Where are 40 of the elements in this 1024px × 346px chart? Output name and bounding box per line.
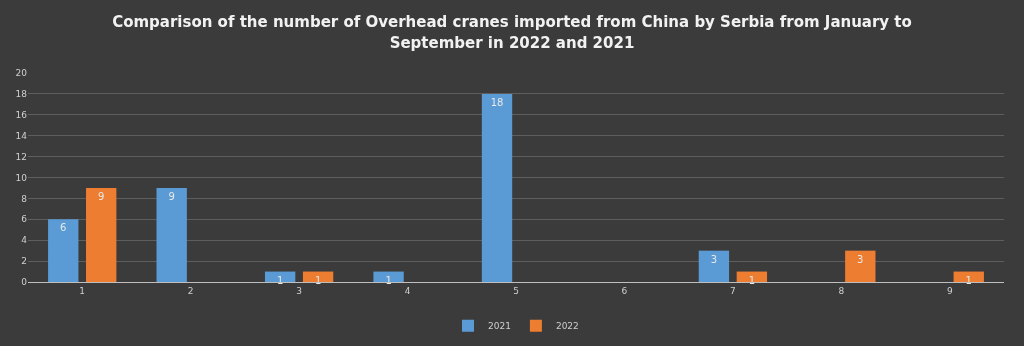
data-label: 9 <box>168 190 175 202</box>
legend-label: 2021 <box>488 321 511 332</box>
x-tick-label: 4 <box>404 285 411 296</box>
x-tick-label: 1 <box>79 285 86 296</box>
x-tick-label: 2 <box>187 285 194 296</box>
chart-title: Comparison of the number of Overhead cranes imported from China by Serbia from January to September in 2022 and 2021 <box>111 12 913 54</box>
legend-label: 2022 <box>555 321 579 332</box>
y-tick-label: 16 <box>15 109 28 120</box>
data-label: 3 <box>710 253 718 265</box>
bar <box>86 187 117 282</box>
data-label: 3 <box>857 253 864 265</box>
bar <box>48 219 79 282</box>
data-label: 6 <box>60 222 67 234</box>
bar <box>264 271 296 282</box>
data-label: 9 <box>98 190 105 202</box>
bar <box>845 250 876 282</box>
bar <box>481 93 513 282</box>
x-tick-label: 3 <box>296 285 302 296</box>
x-tick-label: 6 <box>621 285 628 296</box>
y-tick-label: 20 <box>15 68 28 79</box>
y-tick-label: 4 <box>21 235 28 246</box>
bar <box>698 250 730 282</box>
y-tick-label: 2 <box>21 256 27 267</box>
bar <box>373 271 404 282</box>
bar <box>302 271 334 282</box>
x-tick-label: 9 <box>946 285 953 296</box>
data-label: 18 <box>490 96 504 108</box>
y-tick-label: 18 <box>15 89 28 100</box>
bar <box>953 271 984 282</box>
y-tick-label: 0 <box>21 277 28 288</box>
x-tick-label: 7 <box>730 285 736 296</box>
y-tick-label: 6 <box>21 214 28 225</box>
y-tick-label: 14 <box>15 130 28 141</box>
y-tick-label: 10 <box>15 172 28 183</box>
bar <box>156 187 187 282</box>
y-tick-label: 8 <box>21 193 28 204</box>
y-tick-label: 12 <box>15 151 27 162</box>
bar <box>736 271 768 282</box>
x-tick-label: 8 <box>838 285 845 296</box>
x-tick-label: 5 <box>513 285 519 296</box>
